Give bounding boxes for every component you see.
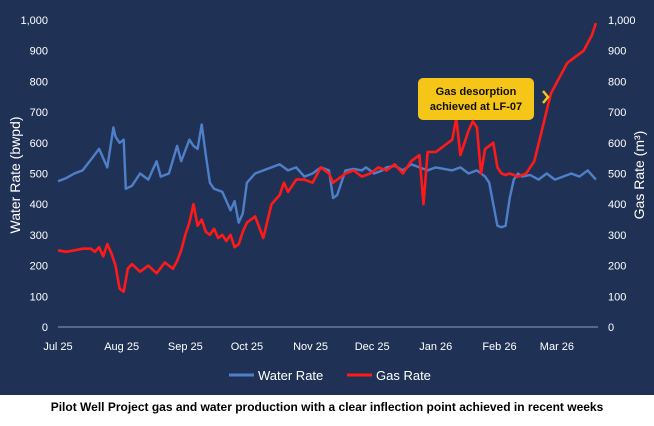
gas-rate-line <box>57 22 598 294</box>
y-tick-label-right: 300 <box>608 230 626 242</box>
y-tick-label-left: 300 <box>30 230 48 242</box>
figure-caption: Pilot Well Project gas and water product… <box>50 400 604 414</box>
y-tick-label-left: 800 <box>30 76 48 88</box>
y-tick-label-left: 700 <box>30 107 48 119</box>
y-tick-label-left: 1,000 <box>20 15 48 27</box>
x-tick-label: Jan 26 <box>419 341 452 353</box>
x-tick-label: Oct 25 <box>231 341 263 353</box>
y-tick-label-right: 100 <box>608 291 626 303</box>
y-tick-label-right: 400 <box>608 199 626 211</box>
y-axis-label-left: Water Rate (bwpd) <box>7 117 23 234</box>
x-tick-label: Dec 25 <box>355 341 390 353</box>
y-tick-label-left: 0 <box>42 322 48 334</box>
y-tick-label-right: 800 <box>608 76 626 88</box>
y-tick-label-left: 100 <box>30 291 48 303</box>
y-tick-label-right: 1,000 <box>608 15 636 27</box>
chart-panel <box>0 0 654 395</box>
y-tick-label-left: 500 <box>30 169 48 181</box>
y-tick-label-right: 900 <box>608 46 626 58</box>
water-rate-line <box>57 123 597 229</box>
legend-gas-label[interactable]: Gas Rate <box>376 368 431 383</box>
y-tick-label-right: 600 <box>608 138 626 150</box>
annotation-box <box>418 78 534 120</box>
y-tick-label-left: 900 <box>30 46 48 58</box>
y-tick-label-left: 600 <box>30 138 48 150</box>
chevron-right-icon <box>542 90 550 104</box>
legend-water-label[interactable]: Water Rate <box>258 368 323 383</box>
y-tick-label-right: 0 <box>608 322 614 334</box>
x-tick-label: Nov 25 <box>293 341 328 353</box>
y-axis-label-right: Gas Rate (m³) <box>631 131 647 220</box>
y-tick-label-left: 200 <box>30 261 48 273</box>
y-tick-label-right: 200 <box>608 261 626 273</box>
legend[interactable]: Water Rate Gas Rate <box>229 368 431 383</box>
annotation-callout: Gas desorption achieved at LF-07 <box>418 78 550 120</box>
y-tick-label-right: 500 <box>608 169 626 181</box>
annotation-text-line-2: achieved at LF-07 <box>430 101 522 113</box>
x-tick-label: Mar 26 <box>540 341 574 353</box>
x-tick-label: Sep 25 <box>168 341 203 353</box>
x-tick-label: Feb 26 <box>482 341 516 353</box>
production-chart: 0 100 200 300 400 500 600 700 800 900 1,000 0 100 200… <box>7 15 647 383</box>
x-tick-label: Aug 25 <box>104 341 139 353</box>
x-tick-label: Jul 25 <box>43 341 72 353</box>
annotation-text-line-1: Gas desorption <box>436 86 517 98</box>
y-tick-label-right: 700 <box>608 107 626 119</box>
y-tick-label-left: 400 <box>30 199 48 211</box>
